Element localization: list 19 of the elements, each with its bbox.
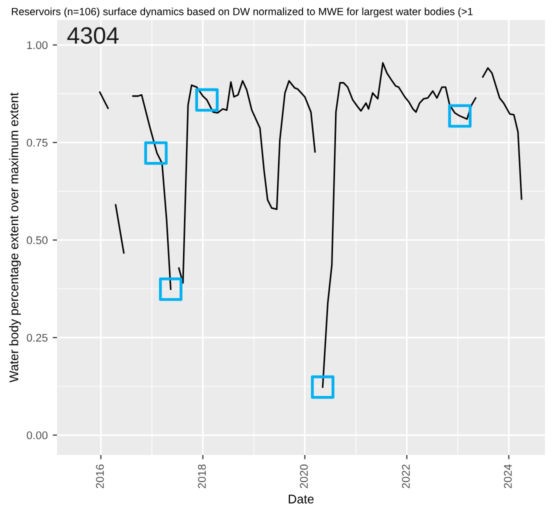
y-tick-label: 0.75	[26, 138, 48, 147]
y-tick-label: 0.25	[26, 334, 48, 342]
chart-title: Reservoirs (n=106) surface dynamics based on DW normalized to MWE for largest water bodies (>1	[12, 8, 473, 18]
y-tick-label: 0.00	[26, 431, 48, 440]
y-tick-label: 1.00	[27, 41, 48, 50]
x-tick-label: 2016	[96, 464, 104, 488]
point	[159, 278, 182, 301]
point	[195, 88, 219, 112]
x-axis-title: Date	[288, 494, 314, 504]
x-tick-label: 2022	[402, 464, 410, 488]
annotation: 4304	[67, 27, 119, 44]
x-tick-label: 2018	[198, 464, 206, 488]
y-axis-title: Water body percentage extent over maximum extent	[9, 92, 21, 382]
point	[144, 141, 168, 165]
x-tick-label: 2024	[504, 464, 512, 488]
y-tick-label: 0.50	[26, 236, 48, 244]
point	[448, 104, 472, 128]
point	[310, 375, 334, 399]
x-tick-label: 2020	[300, 464, 308, 488]
